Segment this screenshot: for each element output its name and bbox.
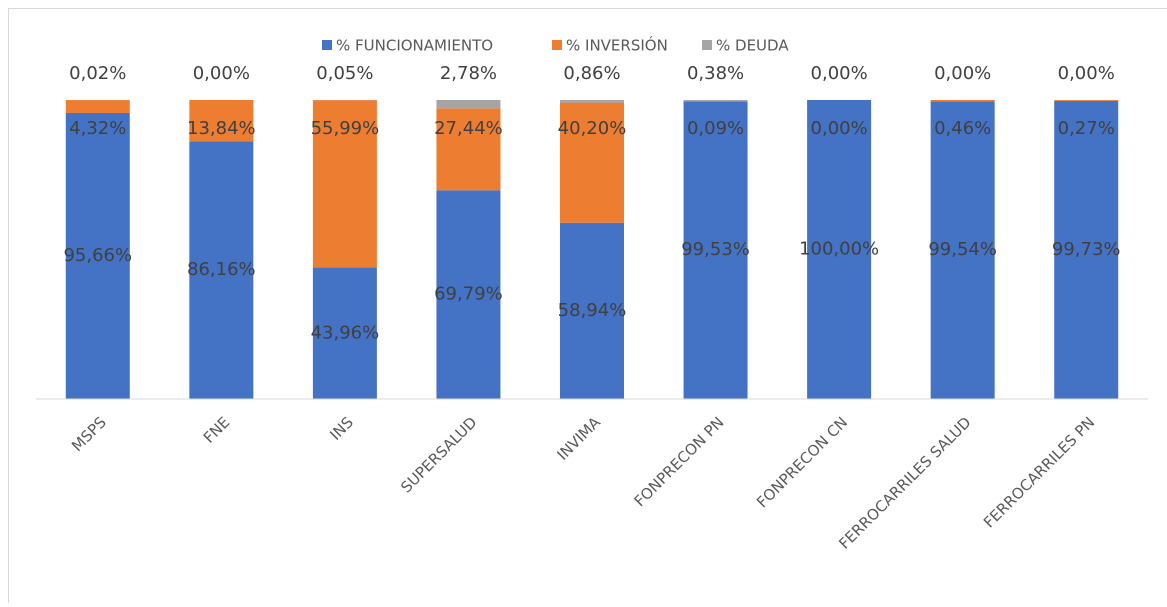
- bar-segment: [436, 100, 500, 108]
- data-label: 0,27%: [1058, 118, 1115, 139]
- data-label: 4,32%: [69, 118, 126, 139]
- legend-swatch: [552, 40, 562, 50]
- data-label: 99,54%: [928, 239, 997, 260]
- legend-label: % FUNCIONAMIENTO: [336, 37, 493, 55]
- data-label: 27,44%: [434, 118, 503, 139]
- bar-segment: [560, 100, 624, 103]
- data-label: 0,00%: [811, 63, 868, 84]
- data-label: 0,38%: [687, 63, 744, 84]
- data-label: 2,78%: [440, 63, 497, 84]
- data-label: 0,05%: [316, 63, 373, 84]
- data-label: 55,99%: [311, 118, 380, 139]
- x-tick-label: FNE: [200, 413, 233, 446]
- data-label: 13,84%: [187, 118, 256, 139]
- data-label: 0,00%: [1058, 63, 1115, 84]
- data-label: 0,02%: [69, 63, 126, 84]
- x-tick-label: FONPRECON PN: [631, 413, 728, 510]
- legend-swatch: [702, 40, 712, 50]
- data-label: 0,00%: [811, 118, 868, 139]
- data-label: 0,46%: [934, 118, 991, 139]
- x-tick-label: FERROCARRILES PN: [980, 413, 1098, 531]
- legend-label: % DEUDA: [716, 37, 789, 55]
- legend-swatch: [322, 40, 332, 50]
- bar-segment: [684, 100, 748, 101]
- data-label: 86,16%: [187, 259, 256, 280]
- data-label: 99,53%: [681, 239, 750, 260]
- data-label: 100,00%: [799, 239, 879, 260]
- x-tick-label: INS: [326, 413, 357, 444]
- data-label: 40,20%: [558, 118, 627, 139]
- legend-label: % INVERSIÓN: [566, 36, 668, 55]
- bar-segment: [1054, 100, 1118, 101]
- data-label: 95,66%: [63, 245, 132, 266]
- x-tick-label: MSPS: [68, 413, 110, 455]
- data-label: 99,73%: [1052, 239, 1121, 260]
- data-label: 0,00%: [193, 63, 250, 84]
- bar-segment: [66, 100, 130, 113]
- x-tick-label: INVIMA: [553, 413, 604, 464]
- x-tick-label: FERROCARRILES SALUD: [835, 413, 974, 552]
- data-label: 58,94%: [558, 300, 627, 321]
- x-tick-label: FONPRECON CN: [753, 413, 851, 511]
- bar-segment: [931, 100, 995, 101]
- data-label: 69,79%: [434, 284, 503, 305]
- data-label: 0,86%: [563, 63, 620, 84]
- data-label: 0,00%: [934, 63, 991, 84]
- data-label: 0,09%: [687, 118, 744, 139]
- x-tick-label: SUPERSALUD: [397, 413, 480, 496]
- data-label: 43,96%: [311, 322, 380, 343]
